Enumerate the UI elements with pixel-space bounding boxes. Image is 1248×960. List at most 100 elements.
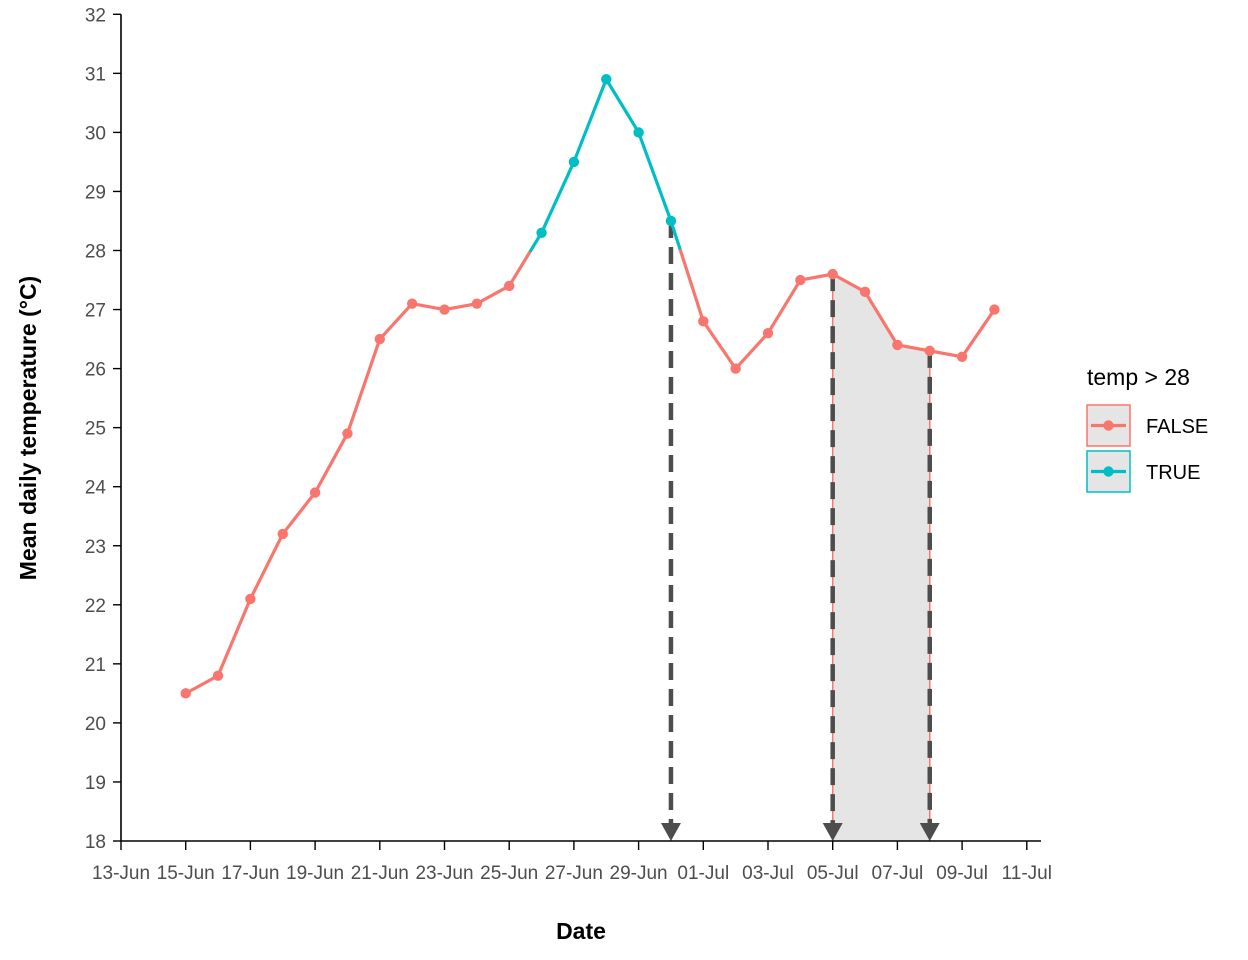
y-tick-label: 22 xyxy=(85,596,106,617)
data-point xyxy=(956,351,968,362)
data-point xyxy=(536,227,547,238)
series-segment xyxy=(216,597,252,678)
y-tick-label: 32 xyxy=(85,5,106,26)
data-point xyxy=(309,487,321,498)
x-tick-label: 11-Jul xyxy=(1002,863,1052,884)
y-tick-label: 20 xyxy=(85,714,106,735)
y-axis-title: Mean daily temperature (°C) xyxy=(15,276,41,580)
x-tick-label: 17-Jun xyxy=(221,863,279,884)
series-segment xyxy=(184,674,220,695)
series-segment xyxy=(507,248,533,288)
legend-item-false: FALSE xyxy=(1086,404,1208,447)
data-point xyxy=(406,298,418,309)
series-segment xyxy=(798,272,835,282)
shaded-region xyxy=(831,274,931,842)
marker-arrowhead xyxy=(660,823,681,841)
data-point xyxy=(568,156,580,168)
series-segment xyxy=(281,491,317,536)
marker-arrowhead xyxy=(822,823,843,841)
data-point xyxy=(601,74,612,85)
data-point xyxy=(892,339,903,351)
y-tick-label: 28 xyxy=(85,242,106,263)
series-segment xyxy=(345,337,382,436)
x-tick-label: 09-Jul xyxy=(936,863,988,884)
series-segment xyxy=(604,77,641,134)
legend-title: temp > 28 xyxy=(1087,364,1190,390)
data-point xyxy=(277,528,288,540)
y-tick-label: 31 xyxy=(85,64,106,85)
legend: temp > 28 FALSE TRUE xyxy=(1086,364,1208,493)
series-segment xyxy=(895,343,932,353)
marker-arrowhead xyxy=(919,823,940,841)
y-tick-label: 21 xyxy=(85,655,106,676)
legend-item-true: TRUE xyxy=(1086,450,1200,493)
data-point xyxy=(374,333,385,345)
data-point xyxy=(827,268,838,280)
y-tick-label: 23 xyxy=(85,537,106,558)
series-segment xyxy=(960,307,997,359)
y-tick-label: 24 xyxy=(85,478,107,499)
series-segment xyxy=(475,284,511,306)
x-tick-label: 07-Jul xyxy=(872,863,924,884)
data-point xyxy=(665,215,677,227)
data-point xyxy=(859,286,871,298)
x-tick-label: 25-Jun xyxy=(480,863,538,884)
data-point xyxy=(795,274,806,286)
y-tick-label: 30 xyxy=(85,123,106,144)
y-tick-label: 18 xyxy=(85,832,106,853)
series-segment xyxy=(636,130,673,223)
x-tick-label: 29-Jun xyxy=(610,863,668,884)
x-tick-label: 15-Jun xyxy=(157,863,215,884)
series-segment xyxy=(734,331,770,371)
series-segment xyxy=(831,272,867,294)
x-axis-ticks: 13-Jun 15-Jun 17-Jun 19-Jun 21-Jun 23-Jun 25-J… xyxy=(92,841,1052,884)
series-segment xyxy=(248,532,285,601)
x-tick-label: 01-Jul xyxy=(677,863,729,884)
y-tick-label: 27 xyxy=(85,301,106,322)
event-markers xyxy=(660,220,940,841)
data-point xyxy=(924,345,935,357)
x-tick-label: 27-Jun xyxy=(545,863,603,884)
legend-key-point xyxy=(1103,420,1114,431)
x-tick-label: 21-Jun xyxy=(351,863,409,884)
x-tick-label: 23-Jun xyxy=(415,863,473,884)
series-segment xyxy=(863,290,900,347)
x-tick-label: 13-Jun xyxy=(92,863,150,884)
series-lines xyxy=(184,77,997,695)
y-axis-ticks: 18 19 20 21 22 23 24 25 26 27 28 29 30 31 32 xyxy=(85,5,121,853)
series-segment xyxy=(313,431,350,495)
data-point xyxy=(989,304,1000,315)
legend-key-point xyxy=(1103,466,1114,477)
y-tick-label: 19 xyxy=(85,773,106,794)
data-points xyxy=(180,74,1000,699)
data-point xyxy=(633,127,644,138)
series-segment xyxy=(572,77,608,164)
data-point xyxy=(439,304,450,315)
series-segment xyxy=(410,302,447,312)
series-segment xyxy=(701,319,738,371)
series-segment xyxy=(678,248,705,323)
data-point xyxy=(342,428,353,439)
data-point xyxy=(504,280,515,292)
data-point xyxy=(245,593,256,605)
data-point xyxy=(698,316,709,327)
series-segment xyxy=(378,302,414,341)
legend-label: FALSE xyxy=(1146,416,1208,438)
x-axis-title: Date xyxy=(556,918,606,944)
x-tick-label: 05-Jul xyxy=(807,863,859,884)
data-point xyxy=(762,327,774,339)
series-segment xyxy=(539,160,576,235)
shaded-area xyxy=(832,274,930,842)
series-segment xyxy=(766,278,802,335)
x-tick-label: 19-Jun xyxy=(286,863,344,884)
y-tick-label: 29 xyxy=(85,182,106,203)
legend-label: TRUE xyxy=(1146,462,1200,484)
y-tick-label: 26 xyxy=(85,360,106,381)
data-point xyxy=(180,688,191,699)
y-tick-label: 25 xyxy=(85,419,106,440)
data-point xyxy=(730,363,741,374)
data-point xyxy=(212,670,224,681)
data-point xyxy=(471,298,483,309)
x-tick-label: 03-Jul xyxy=(742,863,794,884)
